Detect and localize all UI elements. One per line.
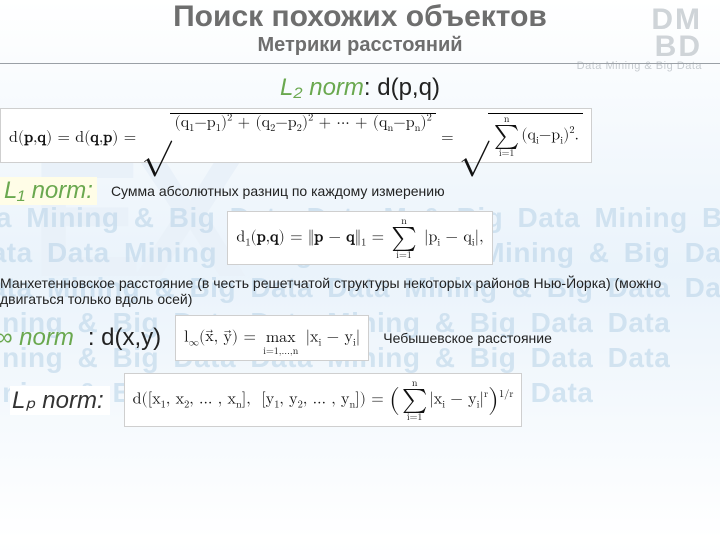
slide-content: Поиск похожих объектов Метрики расстояни… <box>0 0 720 427</box>
l1-formula: d1(p,q) = ‖p − q‖1 = n∑i=1 |pi − qi|, <box>227 211 492 265</box>
l1-row: L₁ norm: Сумма абсолютных разниц по кажд… <box>0 177 720 205</box>
l2-formula-wrap: d(p,q) = d(q,p) = √(q1−p1)2 + (q2−p2)2 +… <box>0 108 720 163</box>
l2-after: : d(p,q) <box>364 74 440 101</box>
lp-row: Lₚ norm: d([x1, x2, … , xn], [y1, y2, … … <box>10 373 720 427</box>
l1-desc: Сумма абсолютных разниц по каждому измер… <box>111 183 445 199</box>
linf-desc: Чебышевское расстояние <box>383 330 552 346</box>
l2-heading: L₂ norm: d(p,q) <box>0 74 720 102</box>
page-title: Поиск похожих объектов <box>0 0 720 34</box>
l1-label: L₁ norm: <box>0 177 97 205</box>
lp-label: Lₚ norm: <box>10 386 110 415</box>
linf-row: L∞ norm : d(x,y) l∞(x⃗, y⃗) = maxi=1,…,n … <box>0 315 720 361</box>
page-subtitle: Метрики расстояний <box>0 34 720 57</box>
l1-formula-wrap: d1(p,q) = ‖p − q‖1 = n∑i=1 |pi − qi|, <box>0 211 720 265</box>
linf-label: L∞ norm <box>0 324 74 352</box>
l2-formula: d(p,q) = d(q,p) = √(q1−p1)2 + (q2−p2)2 +… <box>0 108 592 163</box>
l2-label: L₂ norm <box>280 74 364 101</box>
linf-formula: l∞(x⃗, y⃗) = maxi=1,…,n |xi − yi| <box>175 315 369 361</box>
manhattan-desc: Манхетенновское расстояние (в честь реше… <box>0 275 720 307</box>
divider <box>0 63 720 64</box>
linf-after: : d(x,y) <box>88 324 161 352</box>
lp-formula: d([x1, x2, … , xn], [y1, y2, … , yn]) = … <box>124 373 523 427</box>
